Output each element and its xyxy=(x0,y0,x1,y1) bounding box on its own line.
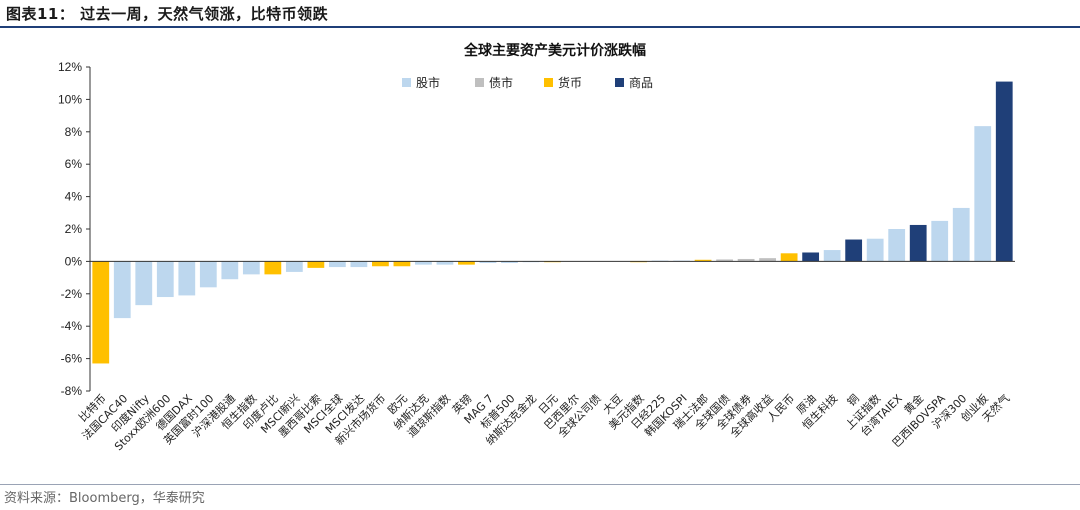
bar-英镑 xyxy=(458,261,475,265)
y-tick-label: 0% xyxy=(65,254,83,268)
bar-铜 xyxy=(845,239,863,262)
y-tick-label: -8% xyxy=(61,384,83,398)
bar-欧元 xyxy=(393,261,411,267)
legend-label: 债市 xyxy=(489,75,513,90)
legend-label: 商品 xyxy=(629,75,653,90)
bar-瑞士法郎 xyxy=(694,259,712,262)
bar-英国富时100 xyxy=(199,261,217,288)
bars xyxy=(90,81,1015,364)
bar-沪深300 xyxy=(952,207,970,262)
bar-标普500 xyxy=(501,261,518,264)
bar-MAG 7 xyxy=(479,261,497,264)
bar-天然气 xyxy=(995,81,1013,262)
bar-黄金 xyxy=(909,224,927,262)
chart-title: 全球主要资产美元计价涨跌幅 xyxy=(463,42,646,59)
bar-德国DAX xyxy=(178,261,196,296)
bar-原油 xyxy=(802,252,820,262)
bar-墨西哥比索 xyxy=(307,261,325,268)
y-tick-label: -4% xyxy=(61,319,83,333)
x-axis-labels: 比特币法国CAC40印度NiftyStoxx欧洲600德国DAX英国富时100沪… xyxy=(76,391,1013,453)
bar-全球债券 xyxy=(737,258,755,262)
bar-印度Nifty xyxy=(135,261,153,306)
bar-法国CAC40 xyxy=(113,261,131,319)
bar-比特币 xyxy=(92,261,110,364)
y-tick-label: -6% xyxy=(61,352,83,366)
bar-台湾TAIEX xyxy=(888,229,906,262)
chart-legend: 股市 债市 货币 商品 xyxy=(402,75,653,90)
figure-title: 图表11： 过去一周，天然气领涨，比特币领跌 xyxy=(6,5,329,23)
bar-全球国债 xyxy=(716,259,733,262)
bar-道琼斯指数 xyxy=(436,261,454,265)
legend-swatch-股市 xyxy=(402,78,411,87)
bar-创业板 xyxy=(974,126,992,262)
legend-swatch-债市 xyxy=(475,78,484,87)
bar-恒生科技 xyxy=(823,250,841,262)
bar-新兴市场货币 xyxy=(372,261,389,267)
bar-MSCI发达 xyxy=(350,261,368,268)
bar-纳斯达克 xyxy=(415,261,432,265)
bar-恒生指数 xyxy=(242,261,260,275)
bar-chart: 全球主要资产美元计价涨跌幅 股市 债市 货币 商品 12% 10% 8% 6% 4% 2% 0% -… xyxy=(58,42,1015,453)
y-tick-label: 12% xyxy=(58,60,82,74)
bar-全球高收益 xyxy=(759,258,777,262)
source-rule xyxy=(0,484,1080,485)
bar-MSCI新兴 xyxy=(285,261,303,272)
y-tick-label: 4% xyxy=(65,190,83,204)
legend-swatch-商品 xyxy=(615,78,624,87)
y-axis: 12% 10% 8% 6% 4% 2% 0% -2% -4% -6% -8% xyxy=(58,60,91,398)
y-tick-label: 8% xyxy=(65,125,83,139)
legend-swatch-货币 xyxy=(544,78,553,87)
source-note: 资料来源：Bloomberg，华泰研究 xyxy=(4,491,205,506)
bar-巴西IBOVSPA xyxy=(931,220,949,262)
bar-沪深港股通 xyxy=(221,261,239,280)
bar-印度卢比 xyxy=(264,261,282,275)
y-tick-label: 6% xyxy=(65,157,83,171)
bar-上证指数 xyxy=(866,238,884,262)
y-tick-label: 2% xyxy=(65,222,83,236)
title-rule xyxy=(0,26,1080,28)
legend-label: 货币 xyxy=(558,75,582,90)
bar-Stoxx欧洲600 xyxy=(156,261,174,298)
bar-人民币 xyxy=(780,253,798,262)
y-tick-label: 10% xyxy=(58,92,82,106)
legend-label: 股市 xyxy=(416,75,440,90)
bar-MSCI全球 xyxy=(328,261,346,268)
y-tick-label: -2% xyxy=(61,287,83,301)
